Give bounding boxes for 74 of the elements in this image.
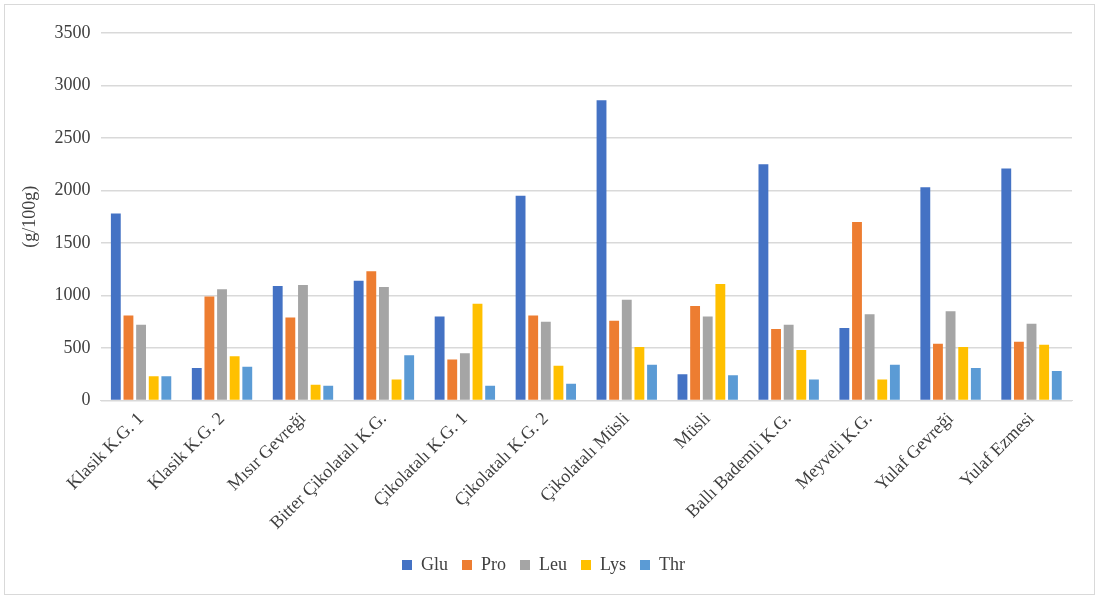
- bar: [690, 305, 701, 400]
- bar: [148, 376, 159, 400]
- bar: [229, 356, 240, 400]
- bar: [515, 195, 526, 400]
- bar: [447, 359, 458, 400]
- bar: [485, 385, 496, 400]
- bar: [110, 213, 121, 400]
- bar: [1001, 168, 1012, 400]
- bar: [702, 316, 713, 400]
- bar: [404, 355, 415, 400]
- bar: [771, 329, 781, 400]
- y-tick-label: 1000: [54, 284, 91, 305]
- bar: [621, 299, 632, 400]
- bar: [634, 346, 645, 400]
- bar: [933, 343, 943, 400]
- bar: [242, 366, 253, 400]
- legend-label: Thr: [659, 553, 685, 574]
- bar: [540, 321, 551, 400]
- bar: [285, 317, 296, 400]
- bar: [391, 379, 402, 400]
- bar: [136, 324, 146, 400]
- bar: [217, 289, 227, 400]
- bar: [758, 164, 769, 400]
- bar: [472, 303, 483, 400]
- bar: [528, 315, 539, 400]
- bar: [1026, 323, 1037, 400]
- bar: [596, 100, 607, 400]
- bar: [647, 364, 657, 400]
- bar: [366, 271, 377, 400]
- bar: [298, 284, 308, 400]
- bar: [161, 376, 172, 400]
- y-tick-label: 3500: [54, 21, 91, 42]
- bar: [123, 315, 134, 400]
- bar: [204, 296, 215, 400]
- legend-label: Leu: [539, 553, 567, 574]
- bar: [920, 187, 931, 400]
- bar: [310, 384, 321, 400]
- bar: [864, 314, 875, 400]
- bar: [958, 346, 969, 400]
- bar: [1039, 344, 1050, 400]
- bar: [796, 350, 807, 400]
- y-tick-label: 500: [63, 336, 91, 357]
- bar: [553, 365, 564, 400]
- bar: [1051, 371, 1062, 400]
- bar: [566, 383, 577, 400]
- bar: [459, 353, 470, 400]
- y-tick-label: 2000: [54, 179, 91, 200]
- bar: [353, 280, 364, 400]
- bar: [272, 286, 283, 400]
- y-tick-label: 0: [81, 389, 91, 410]
- bar: [677, 374, 688, 400]
- legend-label: Pro: [481, 553, 507, 574]
- y-tick-label: 3000: [54, 74, 91, 95]
- bar: [191, 367, 202, 400]
- bar: [809, 379, 819, 400]
- bar: [609, 320, 620, 400]
- y-tick-label: 1500: [54, 231, 91, 252]
- bar: [852, 221, 862, 400]
- bar: [970, 367, 981, 400]
- bar: [889, 364, 900, 400]
- legend-label: Lys: [600, 553, 627, 574]
- bar: [728, 375, 738, 400]
- bar: [783, 324, 794, 400]
- bar: [323, 385, 334, 400]
- bar: [715, 283, 726, 400]
- y-axis-title: (g/100g): [18, 185, 40, 248]
- bar: [877, 379, 888, 400]
- legend-label: Glu: [421, 553, 449, 574]
- y-tick-label: 2500: [54, 126, 91, 147]
- bar: [945, 311, 956, 400]
- bar: [1013, 341, 1024, 400]
- bar: [434, 316, 445, 400]
- bar: [839, 328, 850, 400]
- bar: [379, 287, 389, 400]
